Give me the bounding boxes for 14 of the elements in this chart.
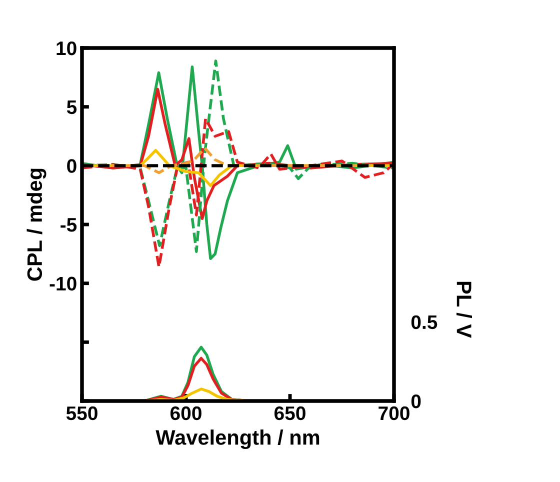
x-axis-title: Wavelength / nm <box>156 430 320 450</box>
x-tick-label: 600 <box>170 406 202 420</box>
y-tick-label: 5 <box>66 100 77 114</box>
y2-axis-title: PL / V <box>456 282 472 338</box>
x-tick-label: 700 <box>378 406 410 420</box>
y2-tick-label: 0.5 <box>411 315 438 330</box>
y-axis-title: CPL / mdeg <box>26 168 46 281</box>
y-tick-label: -10 <box>50 276 76 291</box>
y-tick-label: 10 <box>56 41 76 56</box>
x-tick-label: 650 <box>274 406 306 420</box>
x-tick-label: 550 <box>66 406 98 420</box>
y-tick-label: 0 <box>67 159 76 173</box>
y-tick-label: -5 <box>60 218 77 232</box>
y2-tick-label: 0 <box>411 394 421 408</box>
